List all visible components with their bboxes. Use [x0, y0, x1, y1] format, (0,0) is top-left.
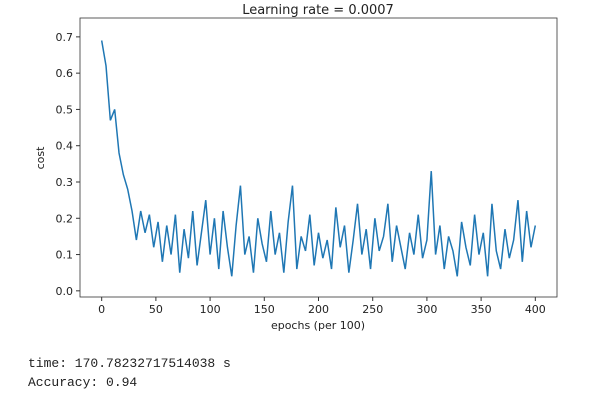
plot-frame	[79, 17, 558, 298]
y-tick-label: 0.5	[56, 103, 74, 116]
x-tick-label: 100	[200, 303, 221, 316]
y-tick-label: 0.3	[56, 176, 74, 189]
x-axis-label: epochs (per 100)	[271, 319, 365, 332]
chart: Learning rate = 0.0007 epochs (per 100) …	[34, 3, 558, 332]
x-tick-label: 300	[416, 303, 437, 316]
x-tick-label: 150	[254, 303, 275, 316]
y-tick-label: 0.7	[56, 31, 74, 44]
x-tick-label: 400	[525, 303, 546, 316]
output-line: time: 170.78232717514038 s	[28, 356, 231, 371]
x-tick-label: 0	[98, 303, 105, 316]
x-tick-label: 200	[308, 303, 329, 316]
y-tick-label: 0.6	[56, 67, 74, 80]
chart-title: Learning rate = 0.0007	[242, 3, 394, 18]
y-tick-label: 0.2	[56, 212, 74, 225]
x-tick-label: 250	[362, 303, 383, 316]
y-tick-label: 0.0	[56, 285, 74, 298]
x-tick-label: 350	[471, 303, 492, 316]
output-line: Accuracy: 0.94	[28, 375, 138, 390]
y-tick-label: 0.1	[56, 249, 74, 262]
x-tick-label: 50	[149, 303, 163, 316]
line	[100, 40, 537, 277]
y-tick-label: 0.4	[56, 140, 74, 153]
y-axis-label: cost	[34, 146, 47, 170]
